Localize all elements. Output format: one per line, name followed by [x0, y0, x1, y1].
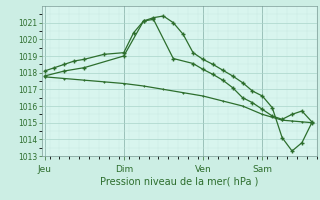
- X-axis label: Pression niveau de la mer( hPa ): Pression niveau de la mer( hPa ): [100, 177, 258, 187]
